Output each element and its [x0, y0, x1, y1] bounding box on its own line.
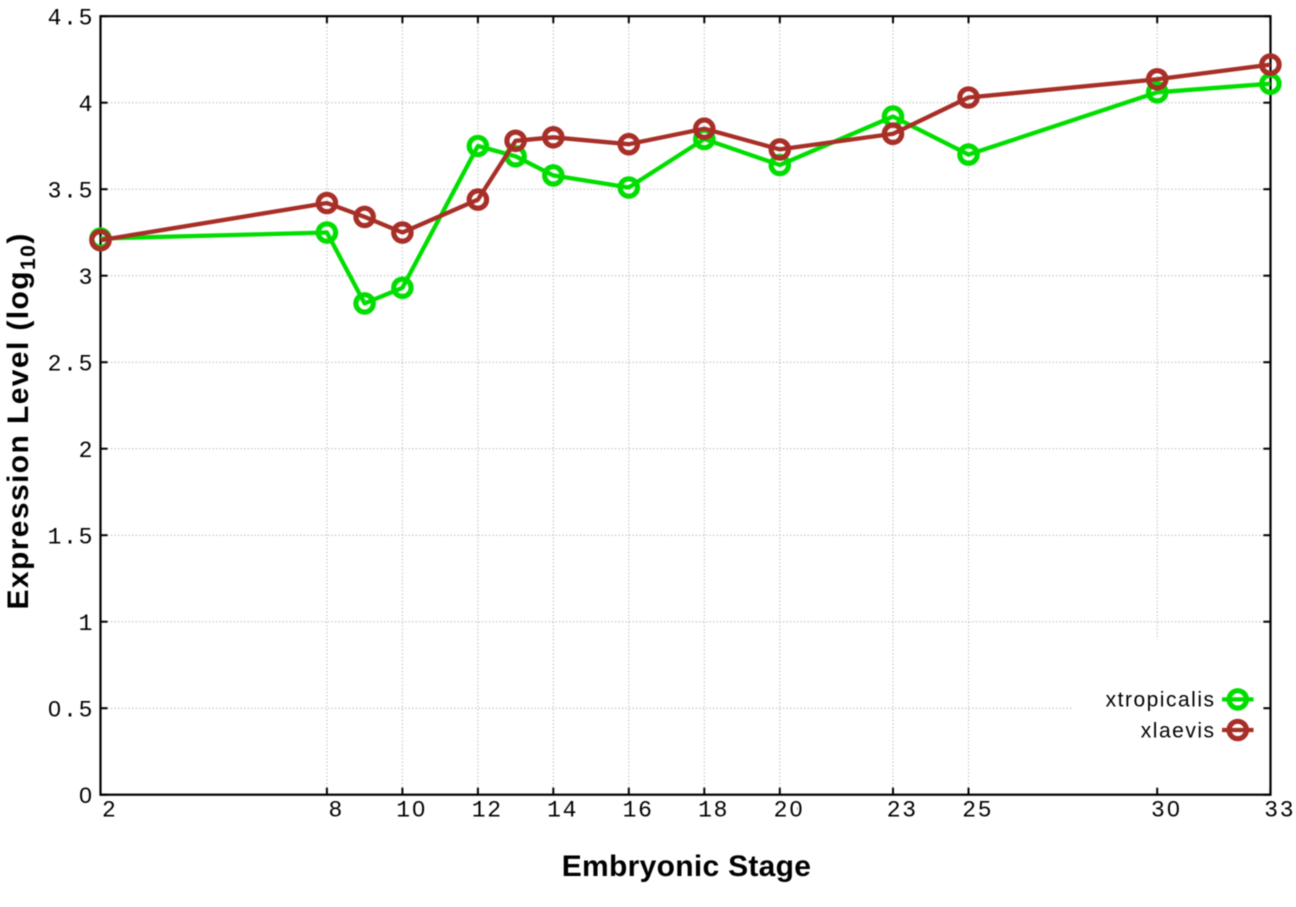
svg-text:1: 1: [79, 611, 95, 637]
svg-text:16: 16: [623, 798, 654, 824]
svg-text:30: 30: [1151, 798, 1182, 824]
svg-text:14: 14: [547, 798, 578, 824]
svg-text:3: 3: [79, 265, 95, 291]
svg-text:18: 18: [698, 798, 729, 824]
svg-text:xlaevis: xlaevis: [1141, 720, 1216, 743]
svg-text:33: 33: [1264, 798, 1295, 824]
svg-text:Embryonic Stage: Embryonic Stage: [562, 850, 812, 883]
svg-text:): ): [2, 234, 35, 244]
svg-text:3.5: 3.5: [48, 179, 95, 205]
svg-text:10: 10: [17, 244, 40, 270]
svg-text:23: 23: [887, 798, 918, 824]
svg-text:1.5: 1.5: [48, 525, 95, 551]
svg-text:20: 20: [774, 798, 805, 824]
svg-text:25: 25: [962, 798, 993, 824]
svg-text:xtropicalis: xtropicalis: [1106, 689, 1216, 712]
svg-text:4: 4: [79, 92, 95, 118]
svg-text:4.5: 4.5: [48, 6, 95, 32]
svg-text:Expression Level (log: Expression Level (log: [2, 270, 35, 610]
svg-text:2.5: 2.5: [48, 352, 95, 378]
svg-text:8: 8: [328, 798, 344, 824]
svg-text:10: 10: [396, 798, 427, 824]
svg-text:2: 2: [102, 798, 118, 824]
svg-text:2: 2: [79, 438, 95, 464]
svg-text:12: 12: [472, 798, 503, 824]
